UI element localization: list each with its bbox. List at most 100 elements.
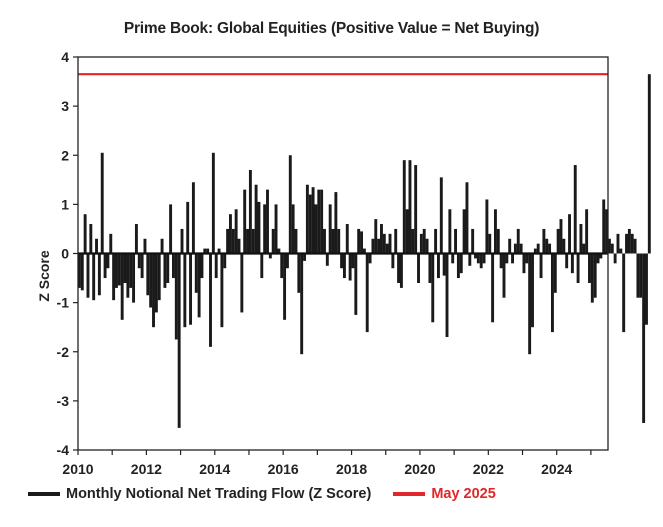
bar bbox=[223, 253, 227, 269]
bar bbox=[633, 238, 637, 254]
legend-entry-may-2025: May 2025 bbox=[393, 486, 496, 502]
bar bbox=[86, 253, 90, 298]
bar bbox=[513, 243, 517, 254]
bar bbox=[140, 253, 144, 279]
bar bbox=[434, 228, 438, 254]
bar bbox=[533, 248, 537, 254]
bar bbox=[582, 243, 586, 254]
bar bbox=[103, 253, 107, 279]
bar bbox=[377, 238, 381, 254]
y-tick-label: 3 bbox=[61, 98, 69, 114]
bar bbox=[630, 233, 634, 254]
bar bbox=[234, 209, 238, 254]
bar bbox=[183, 253, 187, 328]
plot-frame bbox=[77, 56, 609, 451]
bar bbox=[508, 238, 512, 254]
y-tick-label: 1 bbox=[61, 196, 69, 212]
bar bbox=[126, 253, 130, 298]
bar bbox=[382, 233, 386, 254]
bar bbox=[271, 228, 275, 254]
bars-group bbox=[77, 74, 651, 428]
bar bbox=[593, 253, 597, 298]
bar bbox=[505, 253, 509, 264]
bar bbox=[465, 182, 469, 254]
bar bbox=[590, 253, 594, 303]
bar bbox=[476, 253, 480, 264]
bar bbox=[588, 253, 591, 283]
bar bbox=[408, 160, 412, 254]
bar bbox=[92, 253, 96, 301]
bar bbox=[559, 219, 563, 254]
bar bbox=[297, 253, 301, 293]
bar bbox=[331, 228, 335, 254]
bar bbox=[89, 224, 93, 254]
bar bbox=[419, 233, 423, 254]
bar bbox=[531, 253, 534, 328]
bar bbox=[334, 192, 338, 254]
y-tick-label: -2 bbox=[57, 344, 70, 360]
bar bbox=[214, 253, 218, 279]
bar bbox=[77, 253, 81, 288]
bar bbox=[323, 228, 326, 254]
legend-entry-net-flow: Monthly Notional Net Trading Flow (Z Sco… bbox=[28, 486, 371, 502]
bar bbox=[220, 253, 224, 328]
bar bbox=[445, 253, 449, 338]
bar bbox=[573, 165, 577, 254]
bar bbox=[325, 253, 329, 266]
bar bbox=[405, 209, 409, 254]
x-tick-label: 2020 bbox=[404, 461, 435, 477]
bar bbox=[240, 253, 244, 313]
bar bbox=[491, 253, 495, 323]
bar bbox=[132, 253, 136, 303]
bar bbox=[340, 253, 344, 269]
bar bbox=[305, 184, 309, 254]
bar bbox=[411, 228, 415, 254]
bar bbox=[579, 224, 583, 254]
legend-swatch-net-flow bbox=[28, 492, 60, 496]
bar bbox=[627, 228, 631, 254]
chart-title: Prime Book: Global Equities (Positive Va… bbox=[123, 20, 540, 37]
bar bbox=[636, 253, 640, 298]
bar bbox=[137, 253, 141, 269]
bar bbox=[257, 201, 261, 254]
bar bbox=[616, 233, 620, 254]
bar bbox=[468, 253, 472, 266]
bar bbox=[511, 253, 514, 264]
bar bbox=[485, 199, 489, 254]
bar bbox=[462, 209, 466, 254]
bar bbox=[613, 253, 617, 264]
bar bbox=[539, 253, 543, 279]
bar bbox=[482, 253, 486, 264]
bar bbox=[562, 238, 566, 254]
x-tick-label: 2010 bbox=[62, 461, 93, 477]
bar bbox=[619, 248, 623, 254]
bar bbox=[163, 253, 167, 288]
bar bbox=[550, 253, 554, 333]
bar bbox=[300, 253, 304, 355]
bar bbox=[200, 253, 204, 279]
bar bbox=[243, 189, 247, 254]
bar bbox=[160, 238, 164, 254]
y-axis-label: Z Score bbox=[36, 250, 52, 302]
bar bbox=[522, 253, 526, 274]
x-tick-label: 2022 bbox=[473, 461, 504, 477]
bar bbox=[439, 177, 443, 254]
bar bbox=[548, 243, 552, 254]
x-tick-label: 2018 bbox=[336, 461, 367, 477]
bar bbox=[277, 248, 281, 254]
bar bbox=[565, 253, 569, 269]
bar bbox=[451, 253, 455, 264]
legend-label-may-2025: May 2025 bbox=[431, 486, 496, 502]
bar bbox=[191, 182, 195, 254]
bar bbox=[311, 187, 315, 254]
bar bbox=[639, 253, 643, 298]
y-tick-label: -3 bbox=[57, 393, 70, 409]
bar bbox=[645, 253, 648, 325]
axis-ticks-group: 4 3 2 1 0 -1 -2 -3 -4 2010 2012 2014 2016 2018 2020 202… bbox=[57, 49, 592, 477]
bar bbox=[542, 228, 546, 254]
bar bbox=[414, 165, 418, 254]
bar bbox=[189, 253, 193, 325]
bar bbox=[625, 233, 628, 254]
x-tick-label: 2016 bbox=[268, 461, 299, 477]
